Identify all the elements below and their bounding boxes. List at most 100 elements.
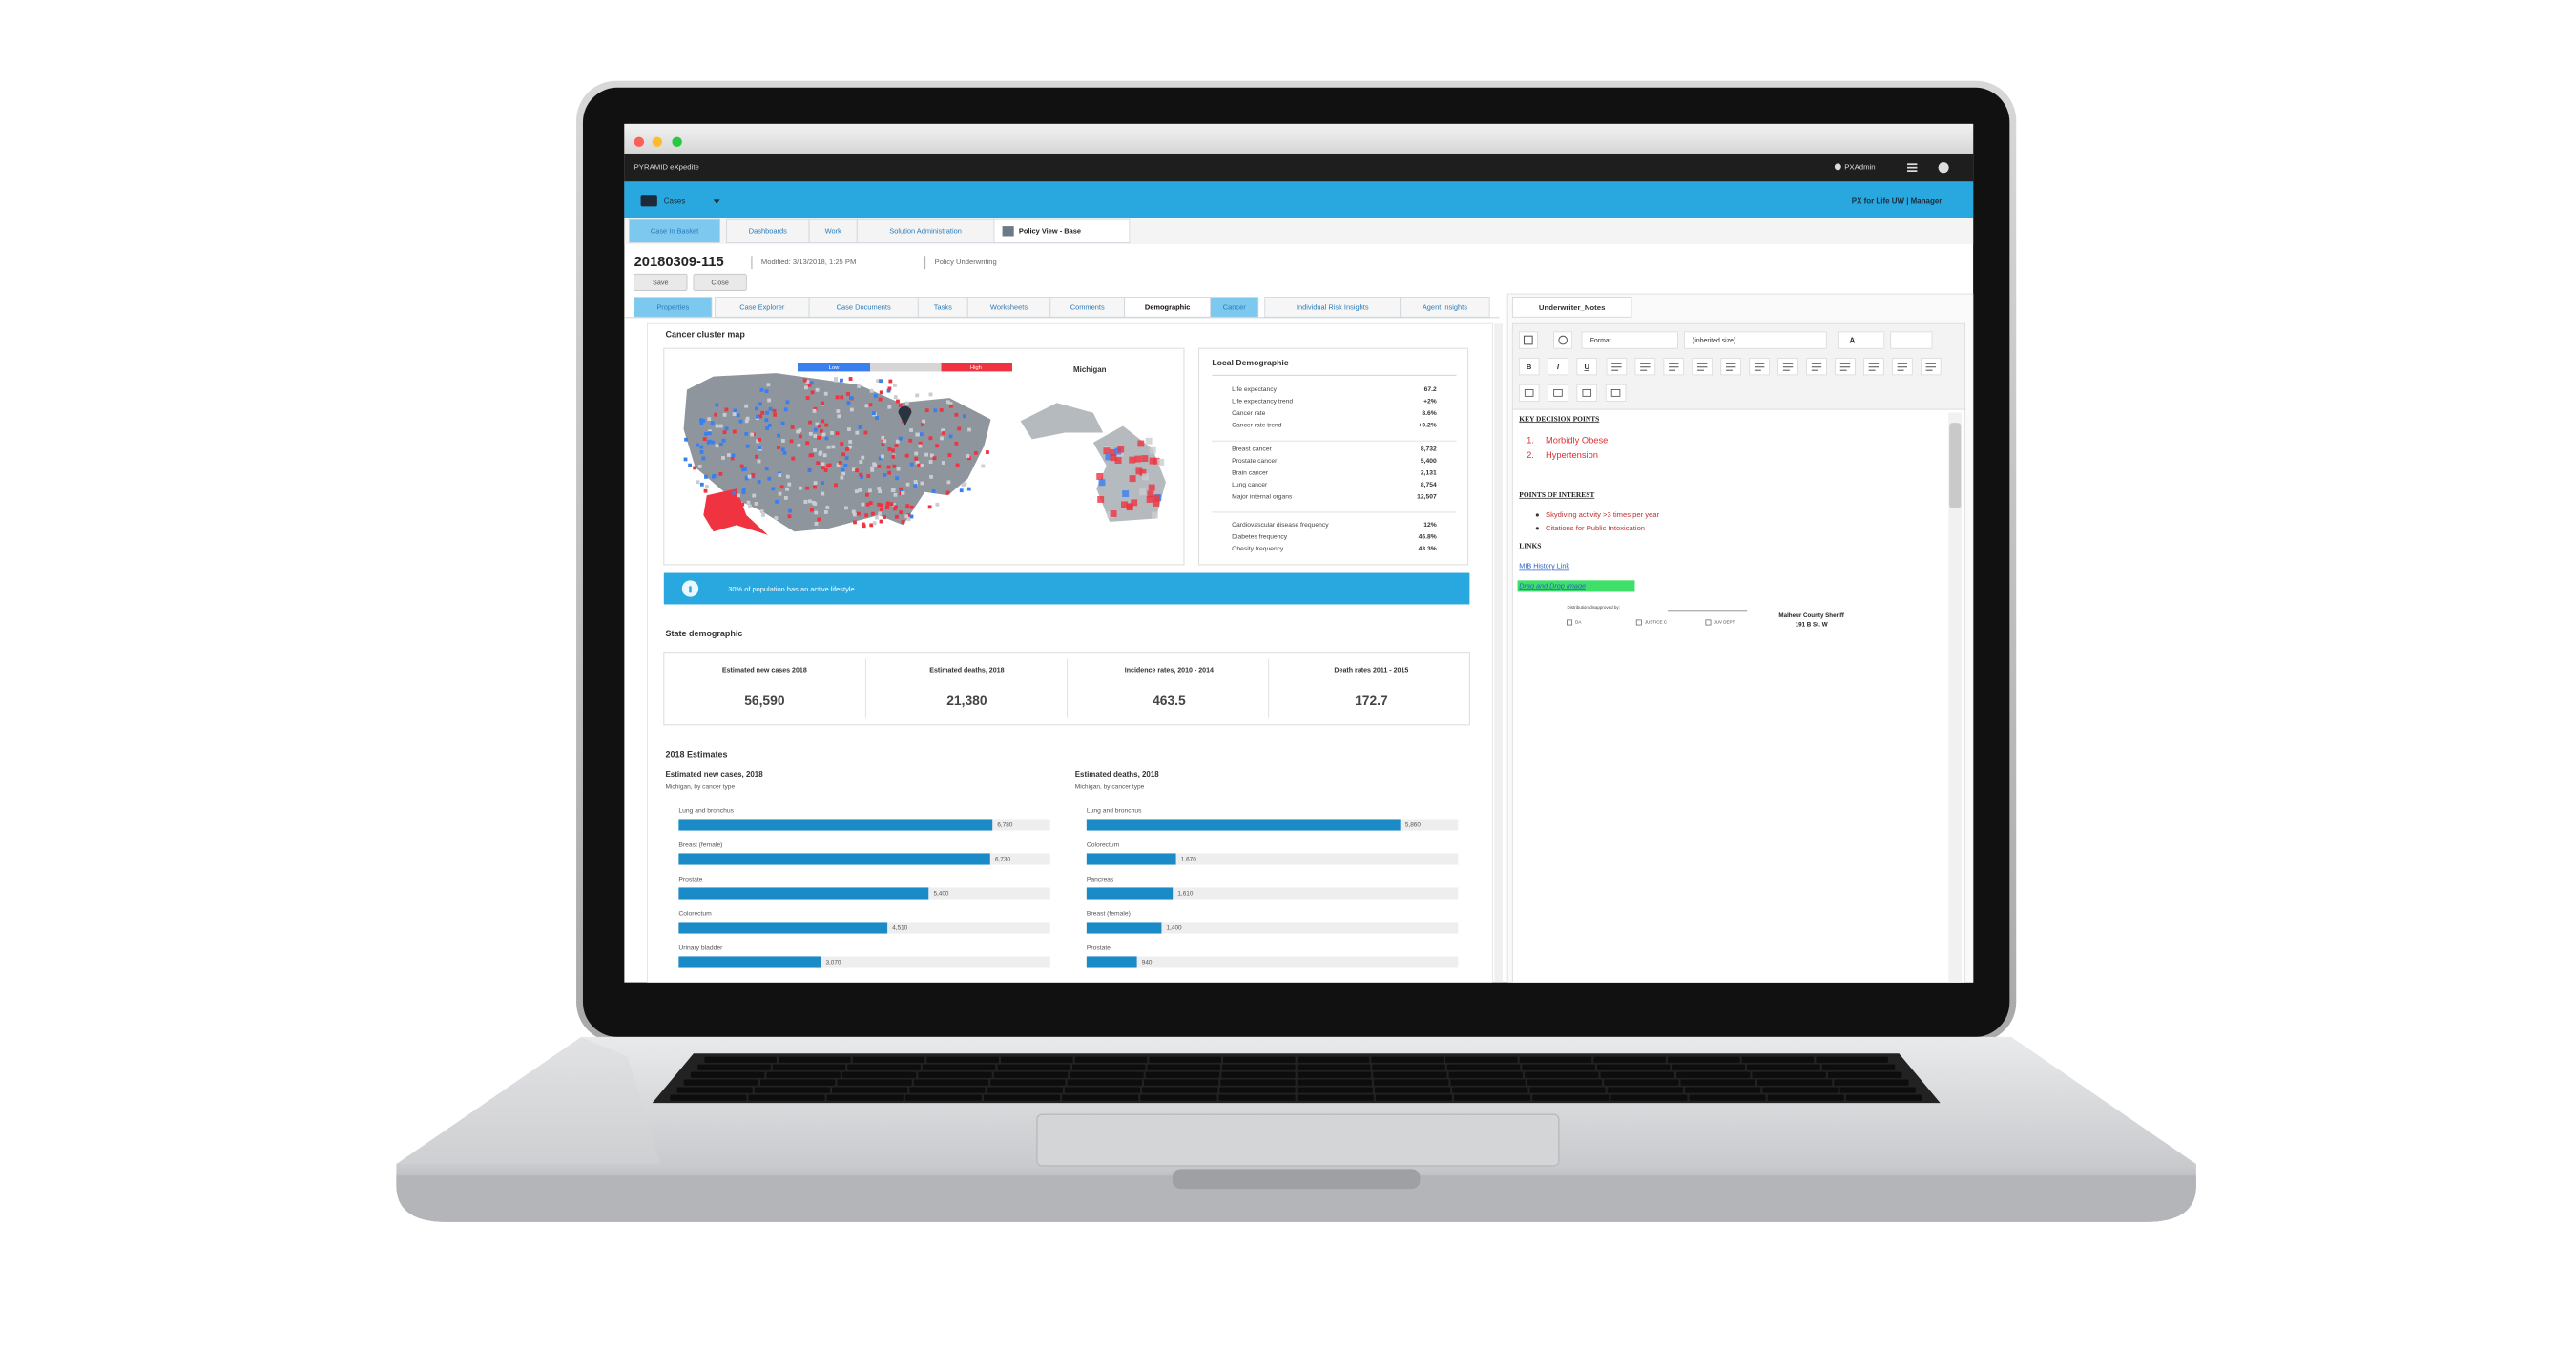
- toolbar-button[interactable]: [1548, 384, 1568, 402]
- map-cell: [817, 435, 821, 440]
- toolbar-button[interactable]: [1605, 384, 1627, 402]
- toolbar-button[interactable]: [1518, 384, 1540, 402]
- map-cell: [744, 419, 749, 424]
- map-cell: [732, 429, 737, 434]
- notes-link[interactable]: MIB History Link: [1519, 562, 1569, 571]
- map-cell: [864, 404, 869, 408]
- subtab-label[interactable]: Properties: [656, 303, 689, 312]
- font-color[interactable]: A: [1849, 337, 1855, 345]
- toolbar-button[interactable]: [1581, 331, 1678, 349]
- window-control[interactable]: [672, 136, 682, 148]
- toolbar-button[interactable]: [1518, 331, 1538, 349]
- toolbar-button[interactable]: [1837, 331, 1885, 349]
- map-cell: [928, 436, 933, 441]
- subtab-label[interactable]: Individual Risk Insights: [1297, 303, 1369, 312]
- tab-label[interactable]: Solution Administration: [889, 226, 962, 235]
- subtab[interactable]: [634, 297, 713, 318]
- subtab-label[interactable]: Tasks: [934, 303, 952, 312]
- toolbar-button[interactable]: [1553, 331, 1573, 349]
- bar-track: [1086, 922, 1459, 934]
- format-button[interactable]: B: [1527, 363, 1532, 371]
- map-cell: [868, 501, 873, 506]
- mi-cell: [1149, 457, 1156, 465]
- tab[interactable]: [629, 218, 721, 243]
- bar-value-label: 1,670: [1181, 857, 1196, 863]
- glyph: [1640, 363, 1651, 364]
- user-menu[interactable]: PXAdmin: [1844, 163, 1875, 172]
- tab[interactable]: [726, 218, 810, 243]
- window-control[interactable]: [652, 136, 663, 148]
- window-control[interactable]: [634, 136, 645, 148]
- tab-label[interactable]: Work: [825, 226, 841, 235]
- subtab-label[interactable]: Cancer: [1223, 303, 1246, 312]
- tab-label[interactable]: Case In Basket: [651, 226, 699, 235]
- key: [1593, 1056, 1666, 1063]
- format-select[interactable]: Format: [1590, 338, 1611, 344]
- map-cell: [755, 454, 758, 459]
- notes-tab[interactable]: [1511, 297, 1632, 318]
- button-label[interactable]: Close: [711, 279, 729, 287]
- subtab-label[interactable]: Agent Insights: [1423, 303, 1467, 312]
- case-menu[interactable]: Cases: [664, 197, 686, 205]
- format-button[interactable]: U: [1585, 363, 1590, 371]
- map-cell: [914, 456, 919, 461]
- tab[interactable]: [993, 218, 1131, 243]
- subtab[interactable]: [1400, 297, 1490, 318]
- format-button[interactable]: I: [1557, 363, 1560, 371]
- tab[interactable]: [808, 218, 858, 243]
- map-cell: [741, 488, 746, 492]
- toolbar-button[interactable]: [1576, 384, 1597, 402]
- toolbar-button[interactable]: [1548, 358, 1568, 376]
- subtab-label[interactable]: Case Documents: [837, 303, 891, 312]
- toolbar-button[interactable]: [1684, 331, 1827, 349]
- button[interactable]: [634, 273, 688, 292]
- drop-zone[interactable]: Drag and Drop Image: [1519, 581, 1586, 590]
- base-edge: [396, 1175, 2196, 1222]
- portal-menu[interactable]: PX for Life UW | Manager: [1852, 197, 1942, 205]
- map-cell: [860, 475, 864, 479]
- editor-scroll-thumb[interactable]: [1949, 423, 1962, 509]
- glyph: [1669, 363, 1679, 364]
- key: [766, 1071, 841, 1078]
- key: [1223, 1056, 1296, 1063]
- glyph: [1697, 363, 1708, 364]
- tab-label[interactable]: Policy View - Base: [1019, 226, 1081, 235]
- button[interactable]: [693, 273, 747, 292]
- mi-cell: [1103, 447, 1111, 455]
- subtab-label[interactable]: Demographic: [1145, 303, 1191, 312]
- map-cell: [746, 500, 751, 505]
- size-select[interactable]: (inherited size): [1693, 338, 1735, 344]
- subtab-label[interactable]: Comments: [1070, 303, 1105, 312]
- tab[interactable]: [856, 218, 995, 243]
- subtab-label[interactable]: Worksheets: [990, 303, 1028, 312]
- subtab[interactable]: [1210, 297, 1259, 318]
- map-cell: [747, 504, 752, 508]
- map-cell: [766, 383, 771, 387]
- key: [837, 1079, 912, 1086]
- info-glyph: [689, 586, 692, 593]
- map-cell: [758, 446, 762, 450]
- notes-tab-label[interactable]: Underwriter_Notes: [1539, 303, 1605, 312]
- toolbar-button[interactable]: [1890, 331, 1933, 349]
- section-title: 2018 Estimates: [666, 749, 728, 758]
- bar: [678, 922, 888, 934]
- map-cell: [861, 455, 865, 460]
- map-cell: [814, 510, 819, 515]
- key: [1839, 1087, 1916, 1093]
- map-cell: [877, 464, 882, 468]
- mi-cell: [1097, 495, 1105, 503]
- stat-value: 463.5: [1153, 693, 1186, 708]
- key: [1140, 1094, 1217, 1101]
- glyph: [1782, 369, 1790, 371]
- help-icon[interactable]: [1938, 162, 1949, 174]
- key: [1680, 1079, 1755, 1086]
- image-caption: Distribution disapproved by:: [1567, 605, 1619, 610]
- mi-cell: [1114, 457, 1122, 465]
- toolbar-button[interactable]: [1576, 358, 1597, 376]
- tab-label[interactable]: Dashboards: [749, 226, 787, 235]
- toolbar-button[interactable]: [1518, 358, 1540, 376]
- button-label[interactable]: Save: [653, 279, 669, 287]
- checkbox-label: DA: [1575, 620, 1581, 625]
- map-cell: [957, 426, 962, 431]
- subtab-label[interactable]: Case Explorer: [739, 303, 785, 312]
